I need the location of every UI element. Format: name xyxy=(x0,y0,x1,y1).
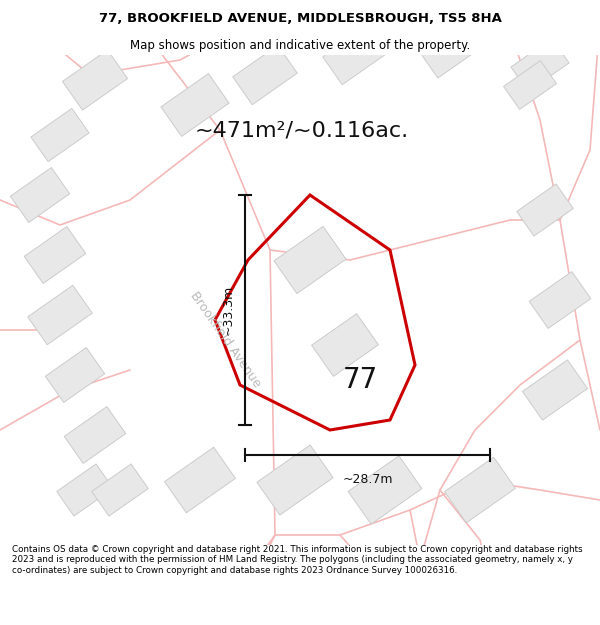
Bar xyxy=(164,448,235,512)
Bar xyxy=(419,22,481,78)
Bar xyxy=(62,50,128,110)
Text: ~28.7m: ~28.7m xyxy=(342,473,393,486)
Text: ~471m²/~0.116ac.: ~471m²/~0.116ac. xyxy=(195,120,409,140)
Bar xyxy=(274,226,346,294)
Text: Contains OS data © Crown copyright and database right 2021. This information is : Contains OS data © Crown copyright and d… xyxy=(12,545,583,575)
Bar xyxy=(523,360,587,420)
Bar xyxy=(517,184,573,236)
Bar xyxy=(511,38,569,92)
Bar xyxy=(529,272,591,328)
Bar xyxy=(445,458,515,522)
Text: Brookfield Avenue: Brookfield Avenue xyxy=(187,290,263,390)
Bar xyxy=(92,464,148,516)
Text: 77: 77 xyxy=(343,366,377,394)
Bar xyxy=(10,168,70,222)
Bar xyxy=(31,108,89,162)
Bar xyxy=(64,407,126,463)
Bar xyxy=(233,45,297,105)
Bar xyxy=(323,25,387,85)
Bar xyxy=(161,74,229,136)
Bar xyxy=(24,227,86,283)
Text: 77, BROOKFIELD AVENUE, MIDDLESBROUGH, TS5 8HA: 77, BROOKFIELD AVENUE, MIDDLESBROUGH, TS… xyxy=(98,12,502,25)
Bar xyxy=(57,464,113,516)
Bar xyxy=(257,445,333,515)
Bar xyxy=(28,285,92,345)
Bar xyxy=(348,456,422,524)
Text: ~33.3m: ~33.3m xyxy=(222,285,235,335)
Text: Map shows position and indicative extent of the property.: Map shows position and indicative extent… xyxy=(130,39,470,51)
Bar xyxy=(311,314,379,376)
Bar xyxy=(503,61,556,109)
Bar xyxy=(46,348,104,403)
